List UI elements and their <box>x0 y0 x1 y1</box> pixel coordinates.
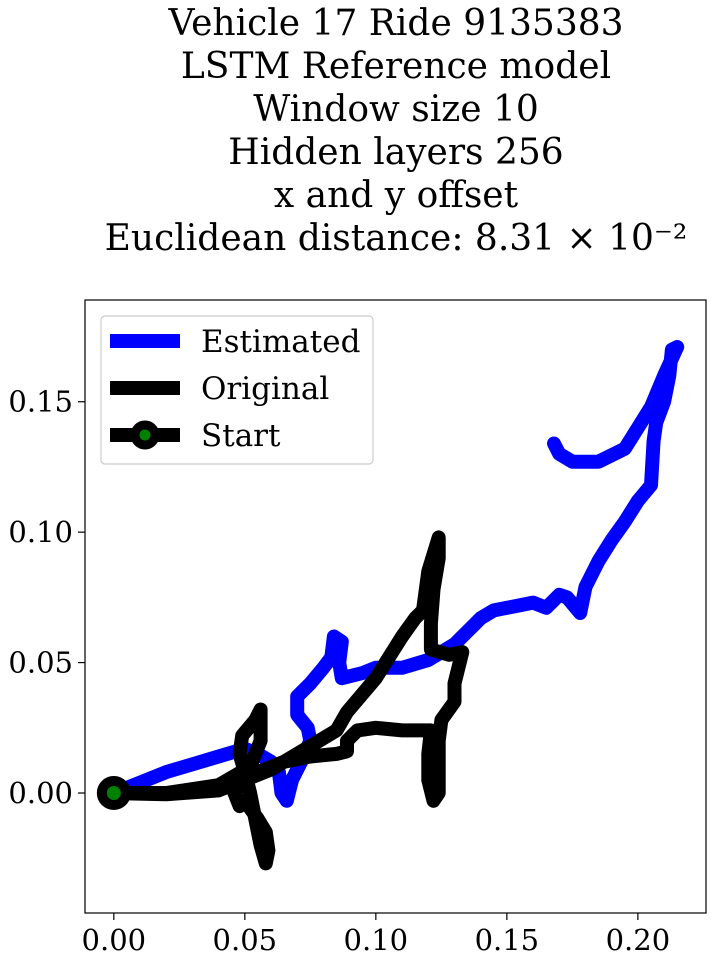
legend: Estimated Original Start <box>100 315 374 465</box>
x-tick-label: 0.10 <box>344 923 409 957</box>
title-line-5: Euclidean distance: 8.31 × 10⁻² <box>105 218 688 259</box>
title-line-2: Window size 10 <box>253 89 539 130</box>
title-line-3: Hidden layers 256 <box>228 132 563 173</box>
x-tick-label: 0.15 <box>475 923 540 957</box>
title-line-0: Vehicle 17 Ride 9135383 <box>167 3 623 44</box>
x-tick-label: 0.00 <box>82 923 147 957</box>
x-tick-label: 0.20 <box>606 923 671 957</box>
y-tick-label: 0.10 <box>8 515 73 549</box>
plot-area <box>96 340 685 871</box>
legend-label-estimated: Estimated <box>201 324 360 360</box>
series-line-estimated <box>106 340 685 808</box>
series-line-original <box>106 530 470 871</box>
start-marker <box>96 776 131 811</box>
title-line-4: x and y offset <box>274 175 519 216</box>
legend-box <box>100 315 374 465</box>
y-tick-label: 0.00 <box>8 776 73 810</box>
axes: 0.00 0.05 0.10 0.15 0.20 0.00 0.05 0.10 0.15 <box>8 299 707 957</box>
title-line-1: LSTM Reference model <box>181 46 611 87</box>
y-tick-label: 0.05 <box>8 646 73 680</box>
x-tick-label: 0.05 <box>213 923 278 957</box>
legend-label-start: Start <box>201 418 281 454</box>
legend-label-original: Original <box>201 371 329 407</box>
plot-frame <box>84 299 707 914</box>
y-tick-label: 0.15 <box>8 385 73 419</box>
legend-start-marker <box>130 420 160 450</box>
